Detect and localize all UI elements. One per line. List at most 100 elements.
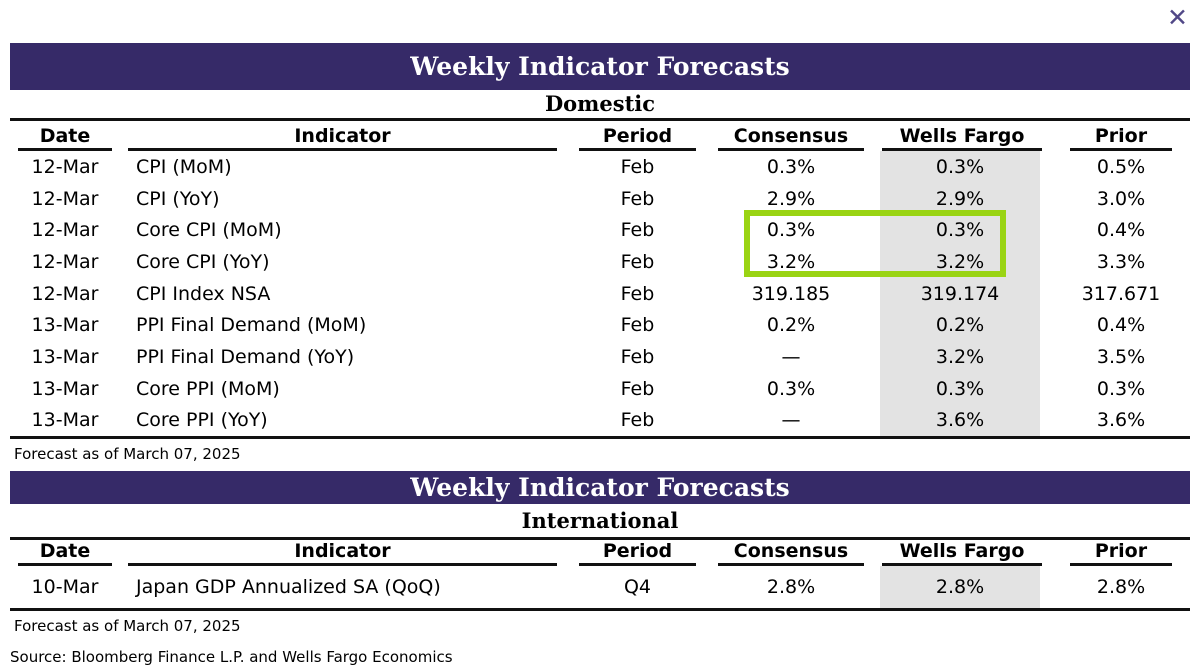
international-table: Date Indicator Period Consensus Wells Fa… bbox=[10, 537, 1190, 612]
cell-period: Feb bbox=[620, 409, 655, 432]
cell-indicator: CPI (MoM) bbox=[136, 155, 232, 178]
table-row: 12-Mar CPI (MoM) Feb 0.3% 0.3% 0.5% bbox=[10, 151, 1190, 183]
domestic-footnote: Forecast as of March 07, 2025 bbox=[14, 445, 241, 464]
cell-prior: 3.6% bbox=[1096, 409, 1146, 432]
cell-wells-fargo: 3.2% bbox=[880, 246, 1040, 278]
column-header-date: Date bbox=[10, 125, 120, 151]
column-header-period: Period bbox=[565, 125, 710, 151]
cell-consensus: — bbox=[781, 345, 801, 368]
cell-date: 13-Mar bbox=[31, 377, 99, 400]
table-row: 13-Mar Core PPI (YoY) Feb — 3.6% 3.6% bbox=[10, 404, 1190, 437]
source-line: Source: Bloomberg Finance L.P. and Wells… bbox=[10, 648, 453, 667]
international-title-bar: Weekly Indicator Forecasts bbox=[10, 471, 1190, 505]
cell-wells-fargo: 2.9% bbox=[880, 182, 1040, 215]
domestic-title: Weekly Indicator Forecasts bbox=[410, 52, 790, 81]
table-row: 13-Mar PPI Final Demand (YoY) Feb — 3.2%… bbox=[10, 341, 1190, 373]
cell-prior: 3.5% bbox=[1096, 345, 1146, 368]
close-icon[interactable]: ✕ bbox=[1167, 3, 1188, 32]
cell-consensus: 2.9% bbox=[766, 187, 816, 210]
column-header-wells-fargo: Wells Fargo bbox=[872, 540, 1052, 567]
column-header-prior: Prior bbox=[1052, 540, 1190, 567]
cell-indicator: Japan GDP Annualized SA (QoQ) bbox=[136, 576, 441, 599]
column-header-indicator: Indicator bbox=[120, 540, 565, 567]
cell-date: 13-Mar bbox=[31, 345, 99, 368]
cell-indicator: Core CPI (MoM) bbox=[136, 219, 282, 242]
cell-prior: 317.671 bbox=[1081, 282, 1161, 305]
column-header-wells-fargo-label: Wells Fargo bbox=[882, 540, 1042, 567]
cell-indicator: Core PPI (MoM) bbox=[136, 377, 280, 400]
cell-indicator: CPI (YoY) bbox=[136, 187, 220, 210]
column-header-prior-label: Prior bbox=[1070, 540, 1172, 567]
column-header-consensus-label: Consensus bbox=[718, 125, 864, 151]
cell-prior: 3.0% bbox=[1096, 187, 1146, 210]
cell-wells-fargo: 0.3% bbox=[880, 214, 1040, 247]
cell-indicator: CPI Index NSA bbox=[136, 282, 271, 305]
column-header-period-label: Period bbox=[579, 125, 696, 151]
table-row: 13-Mar Core PPI (MoM) Feb 0.3% 0.3% 0.3% bbox=[10, 372, 1190, 405]
column-header-consensus: Consensus bbox=[710, 125, 872, 151]
column-header-consensus-label: Consensus bbox=[718, 540, 864, 567]
cell-indicator: Core CPI (YoY) bbox=[136, 250, 270, 273]
cell-prior: 2.8% bbox=[1096, 576, 1146, 599]
cell-wells-fargo: 0.3% bbox=[880, 372, 1040, 405]
cell-date: 12-Mar bbox=[31, 155, 99, 178]
column-header-indicator-label: Indicator bbox=[128, 125, 557, 151]
cell-period: Feb bbox=[620, 282, 655, 305]
table-row: 13-Mar PPI Final Demand (MoM) Feb 0.2% 0… bbox=[10, 309, 1190, 342]
cell-prior: 0.4% bbox=[1096, 314, 1146, 337]
cell-period: Feb bbox=[620, 345, 655, 368]
domestic-subtitle: Domestic bbox=[544, 91, 656, 116]
cell-wells-fargo: 3.6% bbox=[880, 404, 1040, 437]
column-header-period: Period bbox=[565, 540, 710, 567]
domestic-section: Weekly Indicator Forecasts Domestic Date… bbox=[10, 0, 1190, 471]
cell-consensus: 0.3% bbox=[766, 219, 816, 242]
cell-date: 13-Mar bbox=[31, 409, 99, 432]
international-header-row: Date Indicator Period Consensus Wells Fa… bbox=[10, 540, 1190, 567]
cell-date: 12-Mar bbox=[31, 250, 99, 273]
cell-date: 12-Mar bbox=[31, 282, 99, 305]
international-section: Weekly Indicator Forecasts International… bbox=[10, 471, 1190, 643]
column-header-wells-fargo-label: Wells Fargo bbox=[882, 125, 1042, 151]
table-row: 12-Mar CPI (YoY) Feb 2.9% 2.9% 3.0% bbox=[10, 182, 1190, 215]
cell-consensus: 0.3% bbox=[766, 155, 816, 178]
cell-consensus: 2.8% bbox=[766, 576, 816, 599]
cell-wells-fargo: 319.174 bbox=[880, 277, 1040, 310]
column-header-date-label: Date bbox=[18, 540, 112, 567]
domestic-rows: 12-Mar CPI (MoM) Feb 0.3% 0.3% 0.5% 12-M… bbox=[10, 151, 1190, 437]
international-footnote: Forecast as of March 07, 2025 bbox=[14, 617, 241, 636]
domestic-header-row: Date Indicator Period Consensus Wells Fa… bbox=[10, 121, 1190, 151]
cell-date: 12-Mar bbox=[31, 187, 99, 210]
column-header-date: Date bbox=[10, 540, 120, 567]
cell-consensus: 0.2% bbox=[766, 314, 816, 337]
international-title: Weekly Indicator Forecasts bbox=[410, 473, 790, 503]
column-header-period-label: Period bbox=[579, 540, 696, 567]
cell-period: Feb bbox=[620, 314, 655, 337]
column-header-indicator-label: Indicator bbox=[128, 540, 557, 567]
cell-prior: 0.4% bbox=[1096, 219, 1146, 242]
cell-date: 10-Mar bbox=[31, 576, 99, 599]
cell-prior: 0.3% bbox=[1096, 377, 1146, 400]
cell-indicator: Core PPI (YoY) bbox=[136, 409, 268, 432]
domestic-title-bar: Weekly Indicator Forecasts bbox=[10, 43, 1190, 90]
table-row: 12-Mar Core CPI (MoM) Feb 0.3% 0.3% 0.4% bbox=[10, 214, 1190, 247]
cell-wells-fargo: 0.2% bbox=[880, 309, 1040, 342]
cell-consensus: 0.3% bbox=[766, 377, 816, 400]
cell-consensus: — bbox=[781, 409, 801, 432]
table-row: 10-Mar Japan GDP Annualized SA (QoQ) Q4 … bbox=[10, 566, 1190, 609]
cell-indicator: PPI Final Demand (YoY) bbox=[136, 345, 355, 368]
cell-wells-fargo: 0.3% bbox=[880, 151, 1040, 183]
column-header-consensus: Consensus bbox=[710, 540, 872, 567]
table-row: 12-Mar CPI Index NSA Feb 319.185 319.174… bbox=[10, 277, 1190, 310]
column-header-wells-fargo: Wells Fargo bbox=[872, 125, 1052, 151]
column-header-indicator: Indicator bbox=[120, 125, 565, 151]
cell-consensus: 3.2% bbox=[766, 250, 816, 273]
cell-period: Feb bbox=[620, 155, 655, 178]
cell-prior: 3.3% bbox=[1096, 250, 1146, 273]
column-header-prior: Prior bbox=[1052, 125, 1190, 151]
international-subtitle: International bbox=[521, 508, 679, 534]
cell-prior: 0.5% bbox=[1096, 155, 1146, 178]
international-rows: 10-Mar Japan GDP Annualized SA (QoQ) Q4 … bbox=[10, 566, 1190, 609]
cell-period: Feb bbox=[620, 377, 655, 400]
cell-date: 13-Mar bbox=[31, 314, 99, 337]
